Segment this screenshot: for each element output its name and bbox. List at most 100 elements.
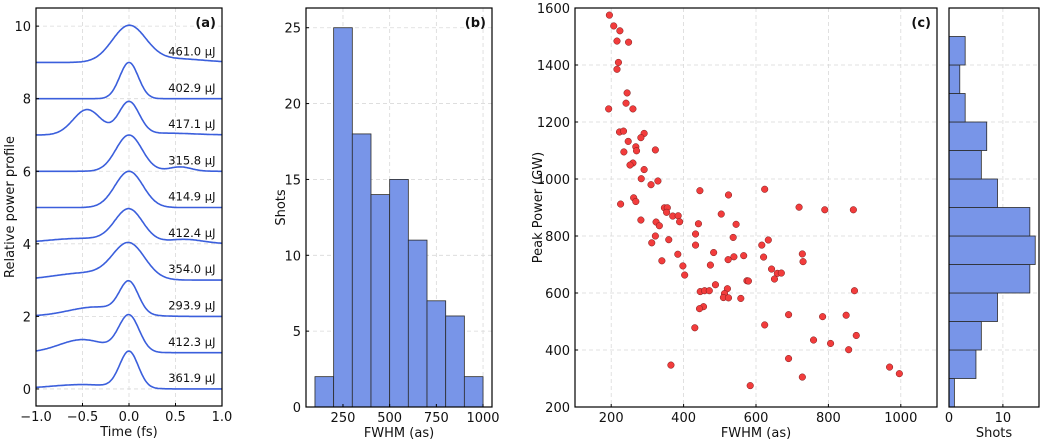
scatter-point <box>632 147 641 155</box>
scatter-point <box>632 197 640 206</box>
x-tick-label: 1.0 <box>212 410 233 425</box>
scatter-point <box>667 361 675 369</box>
x-tick-label: 800 <box>816 411 841 426</box>
histogram-bar <box>948 64 961 94</box>
y-tick-label: 25 <box>284 22 301 37</box>
histogram-bar <box>351 133 372 408</box>
scatter-point <box>852 331 860 340</box>
scatter-point <box>798 250 806 258</box>
scatter-point <box>710 248 718 257</box>
scatter-point <box>620 148 628 156</box>
pulse-energy-label: 417.1 µJ <box>168 117 215 131</box>
x-tick-label: 750 <box>424 411 449 426</box>
scatter-point <box>637 134 645 142</box>
scatter-point <box>629 105 637 113</box>
scatter-point <box>691 230 700 238</box>
histogram-bar <box>948 207 1031 237</box>
y-tick-label: 20 <box>284 98 301 113</box>
scatter-point <box>795 203 803 211</box>
histogram-bar <box>314 376 335 408</box>
x-tick-label: 250 <box>331 411 356 426</box>
scatter-point <box>681 271 689 279</box>
histogram-bar <box>948 378 955 408</box>
scatter-point <box>613 65 621 73</box>
scatter-point <box>691 324 699 332</box>
y-tick-label: 15 <box>284 173 301 188</box>
x-tick-label: 0 <box>945 411 953 426</box>
scatter-point <box>821 206 829 214</box>
scatter-point <box>895 370 903 378</box>
y-tick-label: 2 <box>23 310 31 325</box>
histogram-bar <box>948 321 982 351</box>
scatter-point <box>732 220 740 228</box>
x-tick-label: 1000 <box>466 411 499 426</box>
y-tick-label: 4 <box>23 238 31 253</box>
pulse-energy-label: 412.4 µJ <box>168 226 215 240</box>
histogram-bar <box>948 264 1031 294</box>
scatter-point <box>622 99 630 107</box>
panel-label: (c) <box>911 16 931 31</box>
scatter-point <box>724 256 732 264</box>
pulse-energy-label: 402.9 µJ <box>168 81 215 95</box>
scatter-point <box>626 161 634 169</box>
y-tick-label: 6 <box>23 165 31 180</box>
y-tick-label: 800 <box>545 230 570 245</box>
y-tick-label: 0 <box>293 401 301 416</box>
pulse-energy-label: 412.3 µJ <box>168 335 215 349</box>
pulse-trace <box>35 100 222 136</box>
histogram-bar <box>407 239 428 408</box>
scatter-point <box>850 287 859 295</box>
scatter-point <box>619 127 628 135</box>
y-tick-label: 400 <box>545 344 570 359</box>
scatter-point <box>819 313 827 321</box>
y-tick-label: 10 <box>284 249 301 264</box>
x-axis-label: FWHM (as) <box>721 426 791 440</box>
histogram-bar <box>426 300 447 408</box>
histogram-bar <box>370 194 391 408</box>
scatter-point <box>785 311 793 319</box>
scatter-point <box>694 220 702 228</box>
scatter-point <box>764 236 772 244</box>
scatter-point <box>648 239 656 247</box>
scatter-point <box>770 275 779 283</box>
pulse-energy-label: 354.0 µJ <box>168 262 215 276</box>
histogram-bar <box>948 93 966 123</box>
scatter-point <box>647 181 655 189</box>
scatter-point <box>637 216 645 224</box>
scatter-point <box>665 236 673 244</box>
pulse-trace <box>35 313 222 354</box>
y-tick-label: 1000 <box>537 173 570 188</box>
pulse-trace <box>36 170 222 209</box>
histogram-bar <box>445 315 465 408</box>
scatter-point <box>623 89 631 97</box>
scatter-point <box>625 38 633 46</box>
panel-label: (b) <box>465 16 486 31</box>
y-tick-label: 600 <box>545 287 570 302</box>
x-tick-label: 10 <box>995 411 1012 426</box>
scatter-point <box>724 294 733 302</box>
y-tick-label: 5 <box>293 325 301 340</box>
scatter-point <box>696 187 704 195</box>
y-tick-label: 1200 <box>537 116 570 131</box>
scatter-point <box>729 233 737 241</box>
scatter-point <box>614 58 622 66</box>
scatter-point <box>691 241 700 249</box>
histogram-bar <box>948 178 998 208</box>
scatter-point <box>737 294 745 302</box>
pulse-trace <box>36 134 222 173</box>
histogram-bar <box>333 27 353 408</box>
scatter-point <box>624 137 632 145</box>
scatter-point <box>740 252 748 260</box>
pulse-trace <box>35 350 222 390</box>
scatter-point <box>730 253 738 261</box>
scatter-point <box>799 258 807 266</box>
scatter-point <box>651 232 659 240</box>
x-tick-label: −0.5 <box>67 410 99 425</box>
histogram-bar <box>948 150 982 180</box>
y-tick-label: 1600 <box>537 2 570 17</box>
pulse-trace <box>36 24 222 64</box>
y-tick-label: 0 <box>23 383 31 398</box>
histogram-bar <box>948 292 998 322</box>
scatter-point <box>605 11 613 19</box>
